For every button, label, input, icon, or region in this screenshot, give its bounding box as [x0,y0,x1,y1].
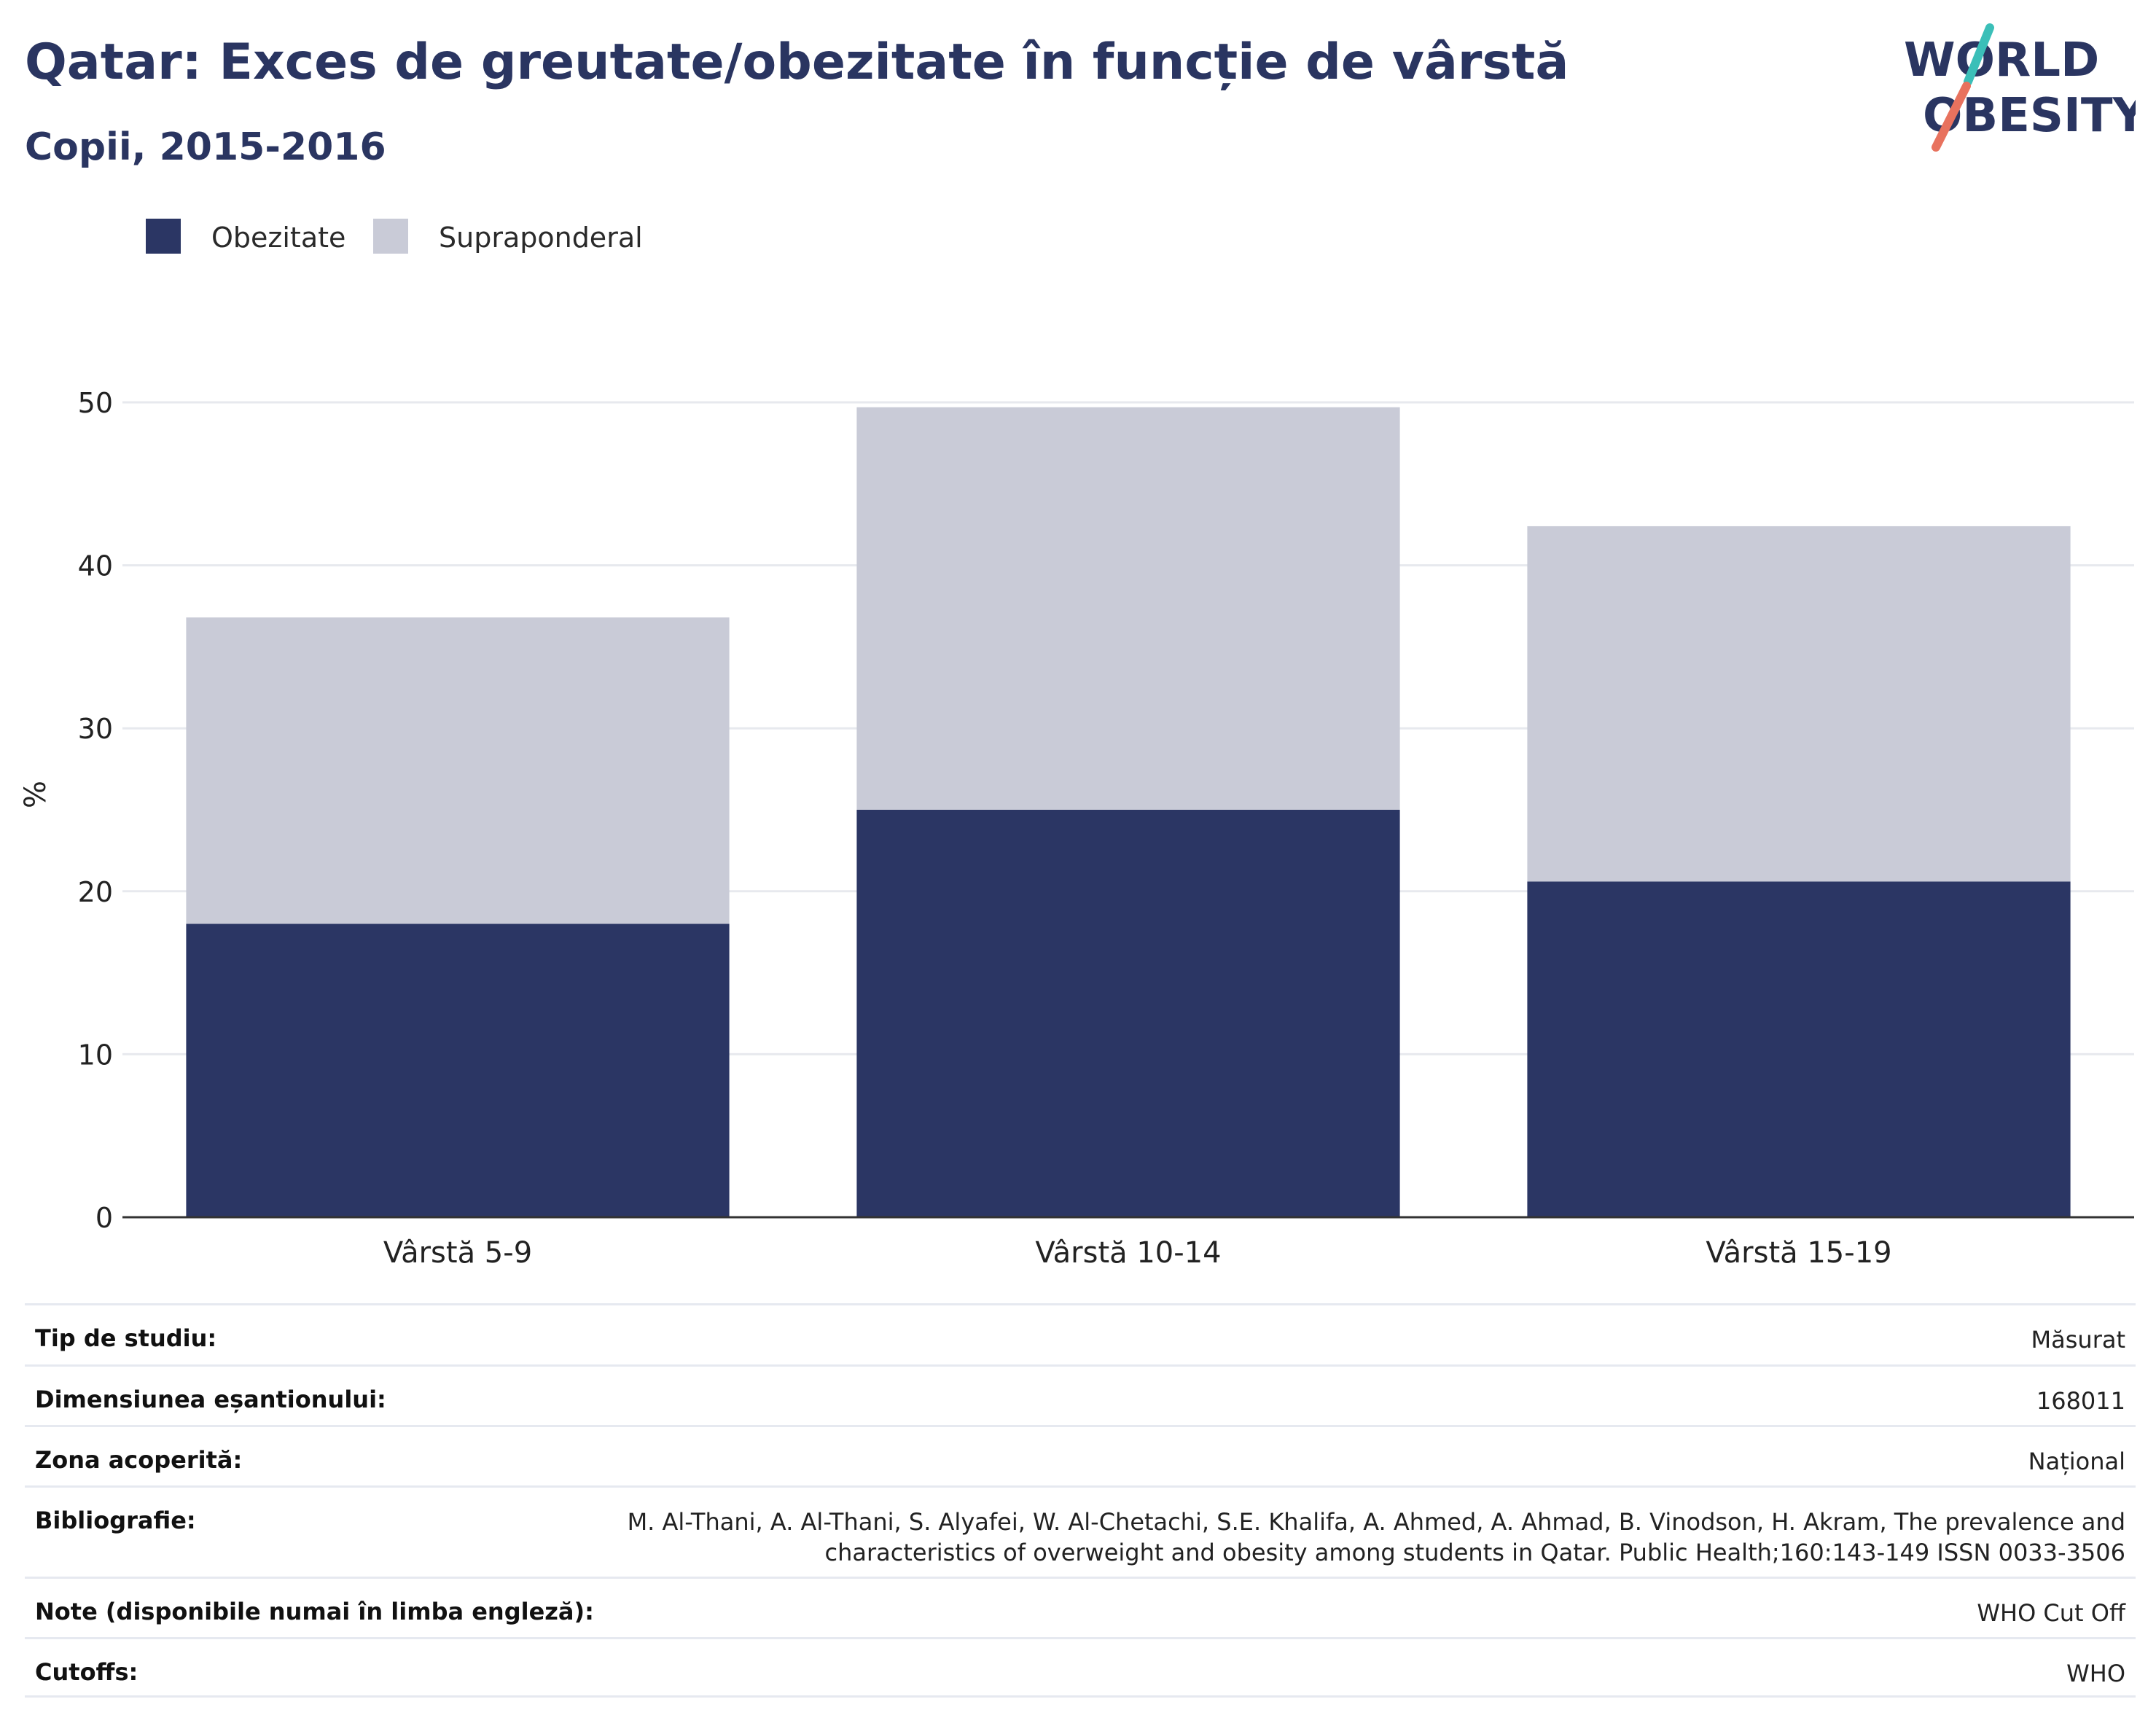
bar-obezitate-0[interactable] [186,923,730,1217]
legend-swatch-supraponderal [373,219,408,254]
info-label-zona: Zona acoperită: [35,1446,243,1474]
axes: 0 10 20 30 40 50 Vârstă 5-9 Vârstă 10-14 Vârstă … [78,387,2134,1270]
info-row-zona: Zona acoperită: Național [25,1425,2136,1485]
world-obesity-logo: WORLD OBESITY [1904,23,2136,152]
bibliografie-line-2: characteristics of overweight and obesit… [824,1539,2126,1566]
info-table: Tip de studiu: Măsurat Dimensiunea eșant… [25,1303,2136,1698]
bar-supraponderal-0[interactable] [186,617,730,924]
bar-supraponderal-1[interactable] [856,407,1400,810]
info-label-tip-studiu: Tip de studiu: [35,1324,217,1352]
info-label-bibliografie: Bibliografie: [35,1507,196,1534]
x-tick-label: Vârstă 10-14 [1035,1236,1221,1270]
info-value-cutoffs: WHO [2066,1660,2125,1687]
y-tick-label: 30 [78,713,113,745]
bar-supraponderal-2[interactable] [1527,526,2071,882]
logo-text-world: WORLD [1904,34,2099,87]
info-row-dimensiune: Dimensiunea eșantionului: 168011 [25,1364,2136,1425]
x-tick-label: Vârstă 5-9 [383,1236,532,1270]
info-row-tip-studiu: Tip de studiu: Măsurat [25,1303,2136,1364]
bibliografie-line-1: M. Al-Thani, A. Al-Thani, S. Alyafei, W.… [627,1508,2125,1536]
info-row-bibliografie: Bibliografie: M. Al-Thani, A. Al-Thani, … [25,1485,2136,1577]
y-tick-label: 50 [78,387,113,419]
info-label-note: Note (disponibile numai în limba engleză… [35,1598,594,1625]
y-tick-label: 0 [95,1202,113,1234]
bar-chart: 0 10 20 30 40 50 Vârstă 5-9 Vârstă 10-14 Vârstă … [19,387,2134,1270]
info-row-cutoffs: Cutoffs: WHO [25,1637,2136,1698]
info-label-cutoffs: Cutoffs: [35,1658,138,1686]
logo-slash-coral-icon [1932,82,1971,152]
legend-label-supraponderal: Supraponderal [439,222,643,254]
logo-slash-teal-icon [1964,23,1994,86]
info-value-dimensiune: 168011 [2036,1387,2125,1415]
y-axis-label: % [19,781,52,808]
info-value-zona: Național [2028,1448,2125,1475]
bar-obezitate-1[interactable] [856,810,1400,1217]
legend-swatch-obezitate [146,219,181,254]
legend-label-obezitate: Obezitate [211,222,346,254]
bars [186,407,2071,1217]
info-row-note: Note (disponibile numai în limba engleză… [25,1577,2136,1637]
info-value-bibliografie: M. Al-Thani, A. Al-Thani, S. Alyafei, W.… [628,1507,2125,1568]
y-tick-label: 40 [78,550,113,582]
y-tick-label: 20 [78,876,113,908]
info-value-note: WHO Cut Off [1977,1599,2125,1627]
info-label-dimensiune: Dimensiunea eșantionului: [35,1386,386,1413]
info-value-tip-studiu: Măsurat [2031,1326,2125,1354]
chart-subtitle: Copii, 2015-2016 [25,125,386,169]
bar-obezitate-2[interactable] [1527,881,2071,1217]
y-tick-label: 10 [78,1039,113,1071]
chart-title: Qatar: Exces de greutate/obezitate în fu… [25,34,1569,91]
x-tick-label: Vârstă 15-19 [1706,1236,1891,1270]
